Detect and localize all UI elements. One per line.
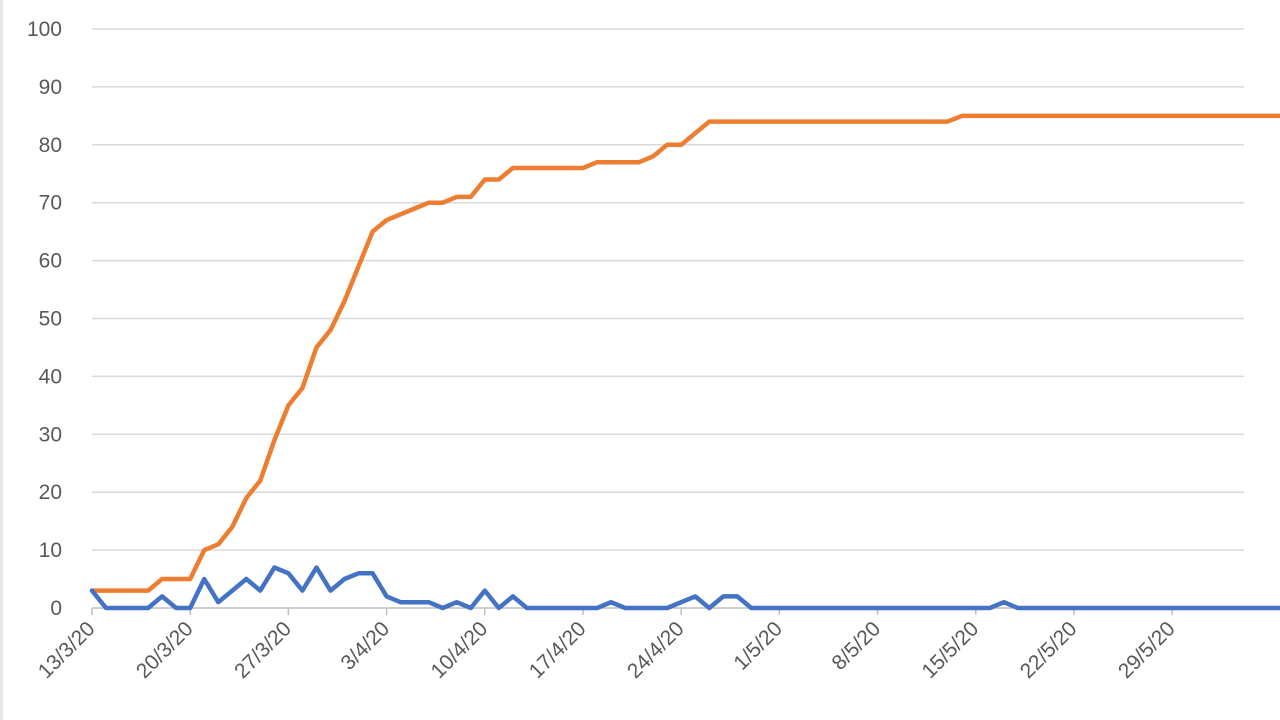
y-tick-label: 100: [27, 18, 62, 41]
x-tick-label: 20/3/20: [132, 617, 198, 683]
x-tick-label: 10/4/20: [427, 617, 493, 683]
left-edge-divider: [0, 0, 3, 720]
y-tick-label: 20: [39, 481, 62, 504]
y-tick-label: 60: [39, 250, 62, 273]
x-tick-label: 15/5/20: [918, 617, 984, 683]
y-tick-label: 10: [39, 539, 62, 562]
x-tick-label: 8/5/20: [828, 617, 886, 675]
series-line-2: [89, 565, 1280, 611]
x-tick-label: 24/4/20: [623, 617, 689, 683]
y-tick-label: 80: [39, 134, 62, 157]
y-tick-label: 70: [39, 192, 62, 215]
x-tick-label: 1/5/20: [729, 617, 787, 675]
y-tick-label: 30: [39, 423, 62, 446]
series-line-1: [89, 113, 1280, 593]
x-tick-label: 13/3/20: [34, 617, 100, 683]
y-tick-label: 0: [50, 597, 62, 620]
y-tick-label: 50: [39, 308, 62, 331]
x-tick-label: 3/4/20: [337, 617, 395, 675]
y-tick-label: 90: [39, 76, 62, 99]
x-tick-label: 17/4/20: [525, 617, 591, 683]
x-tick-label: 29/5/20: [1114, 617, 1180, 683]
x-tick-label: 22/5/20: [1016, 617, 1082, 683]
y-tick-label: 40: [39, 365, 62, 388]
x-tick-label: 27/3/20: [230, 617, 296, 683]
